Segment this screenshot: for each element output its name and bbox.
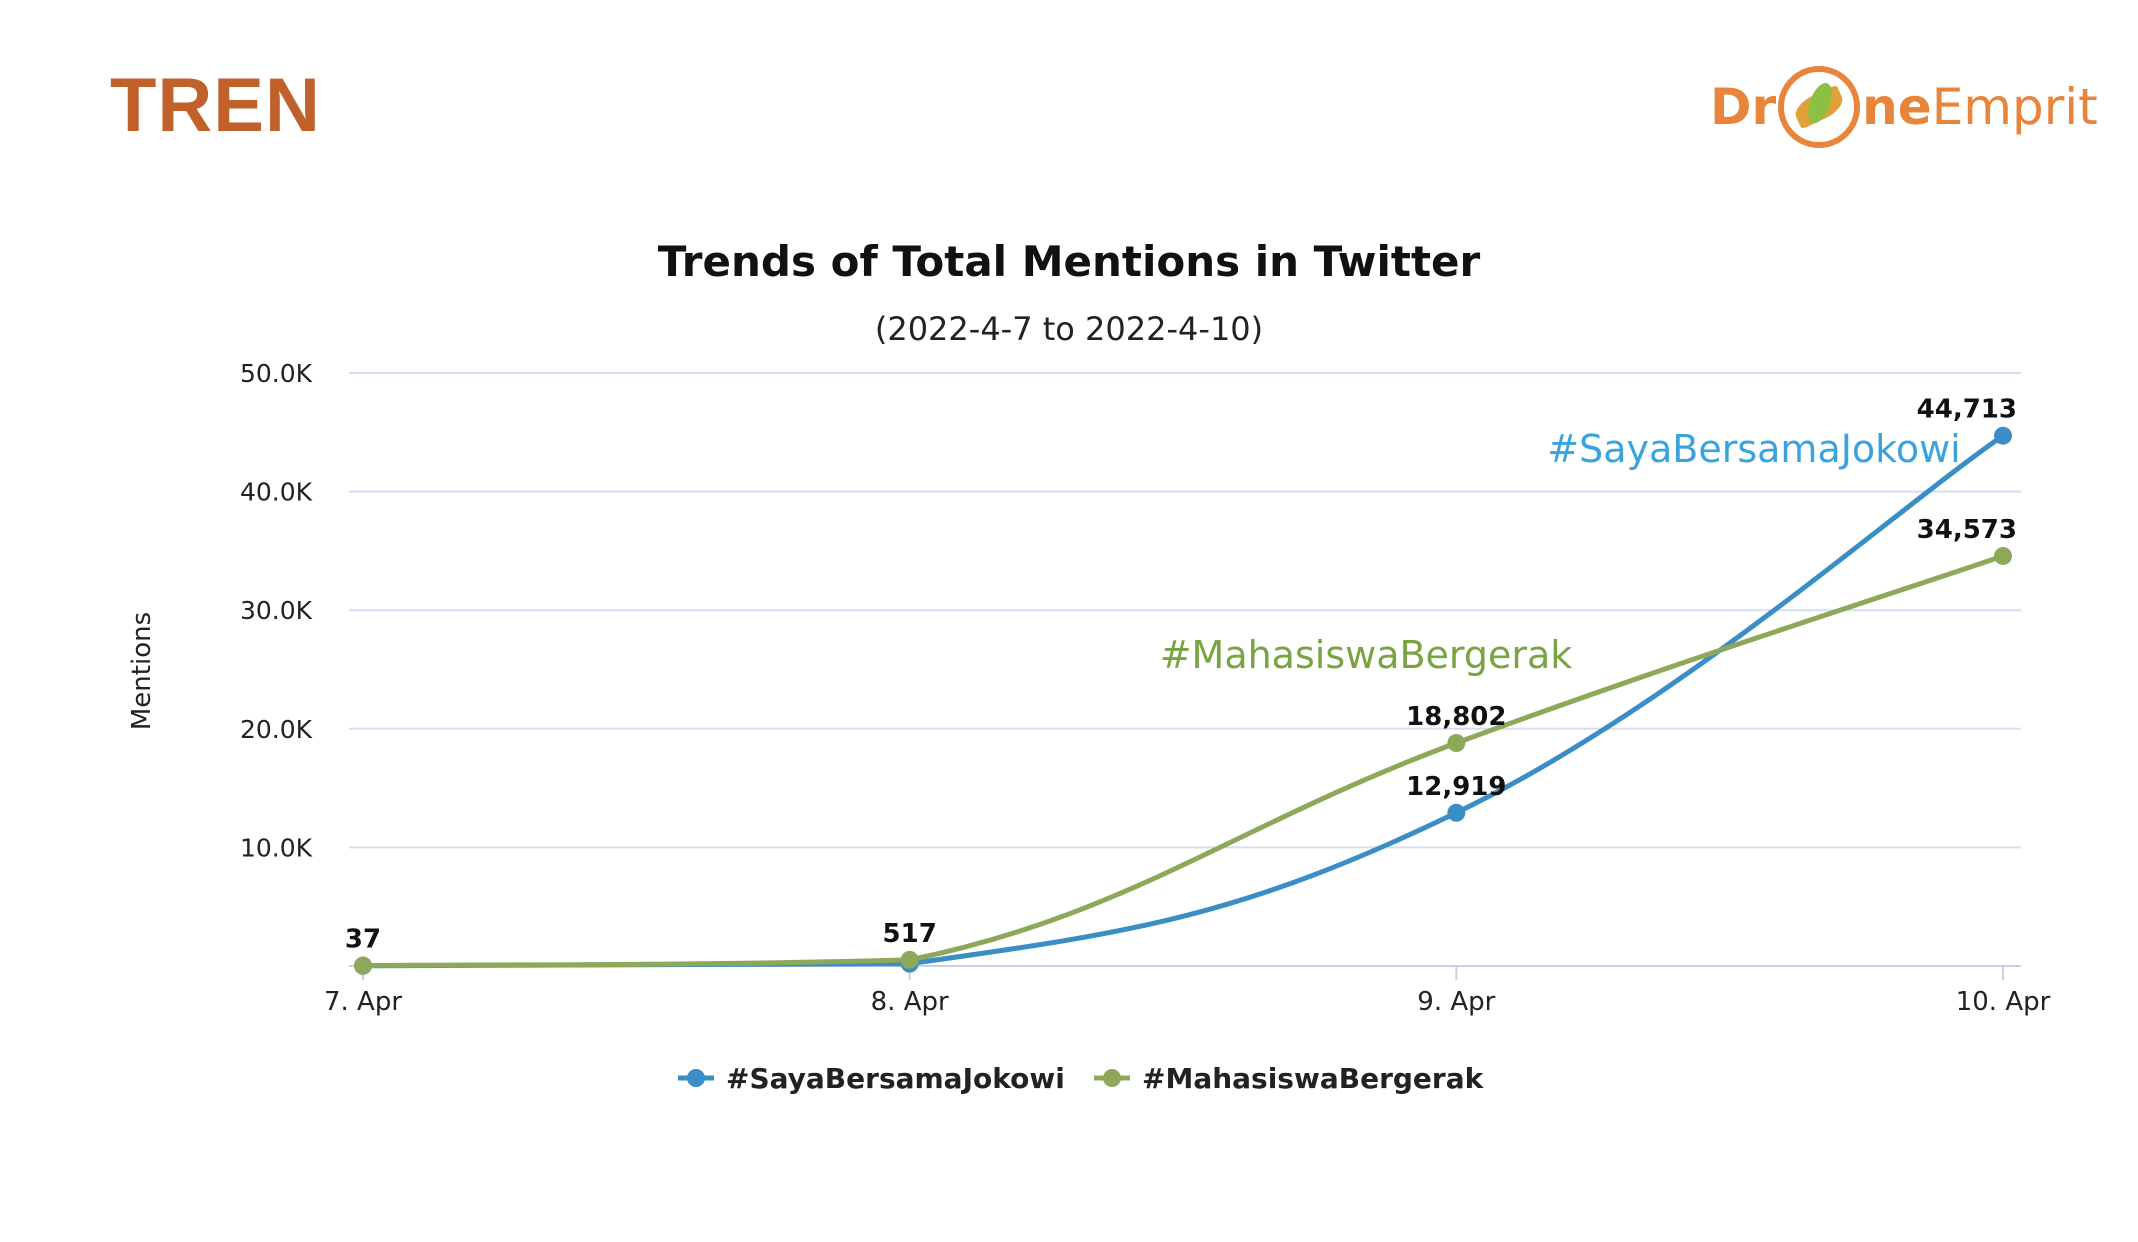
y-tick-label: 40.0K	[240, 478, 313, 507]
chart-title: Trends of Total Mentions in Twitter	[658, 237, 1481, 286]
data-label: 34,573	[1917, 515, 2017, 545]
annotation-mahasiswa-bergerak: #MahasiswaBergerak	[1160, 633, 1573, 677]
data-point	[900, 950, 919, 969]
chart-subtitle: (2022-4-7 to 2022-4-10)	[875, 310, 1263, 348]
data-point	[1994, 426, 2012, 445]
data-label: 12,919	[1406, 772, 1506, 802]
logo-text-emprit: Emprit	[1931, 78, 2098, 136]
data-label: 517	[883, 919, 937, 949]
x-tick-label: 10. Apr	[1956, 987, 2051, 1017]
data-point	[1447, 803, 1466, 822]
legend-marker-icon	[1103, 1069, 1121, 1087]
data-point	[354, 956, 372, 975]
data-label: 18,802	[1406, 702, 1506, 732]
data-label: 37	[345, 925, 381, 955]
hummingbird-logo-icon	[1778, 66, 1861, 148]
legend-marker-icon	[687, 1069, 705, 1087]
drone-emprit-logo: Dr ne Emprit	[1710, 62, 2098, 152]
y-tick-label: 30.0K	[240, 596, 313, 625]
y-tick-label: 10.0K	[240, 833, 313, 862]
logo-text-dr: Dr	[1710, 78, 1777, 136]
x-tick-label: 8. Apr	[871, 987, 949, 1017]
x-tick-label: 7. Apr	[324, 987, 402, 1017]
legend-item-label: #MahasiswaBergerak	[1142, 1062, 1485, 1095]
y-tick-label: 50.0K	[240, 359, 313, 388]
series-line-2	[362, 553, 2004, 969]
x-tick-label: 9. Apr	[1417, 987, 1495, 1017]
annotation-saya-bersama-jokowi: #SayaBersamaJokowi	[1547, 427, 1960, 471]
page-heading: TREN	[110, 63, 321, 148]
data-point	[1447, 734, 1466, 753]
data-label: 44,713	[1917, 395, 2017, 425]
data-point	[1994, 546, 2012, 565]
legend-item-label: #SayaBersamaJokowi	[726, 1062, 1065, 1095]
series-line-1	[362, 433, 2005, 969]
y-tick-label: 20.0K	[240, 715, 313, 744]
logo-text-ne: ne	[1862, 78, 1932, 136]
y-axis-label: Mentions	[127, 612, 157, 730]
